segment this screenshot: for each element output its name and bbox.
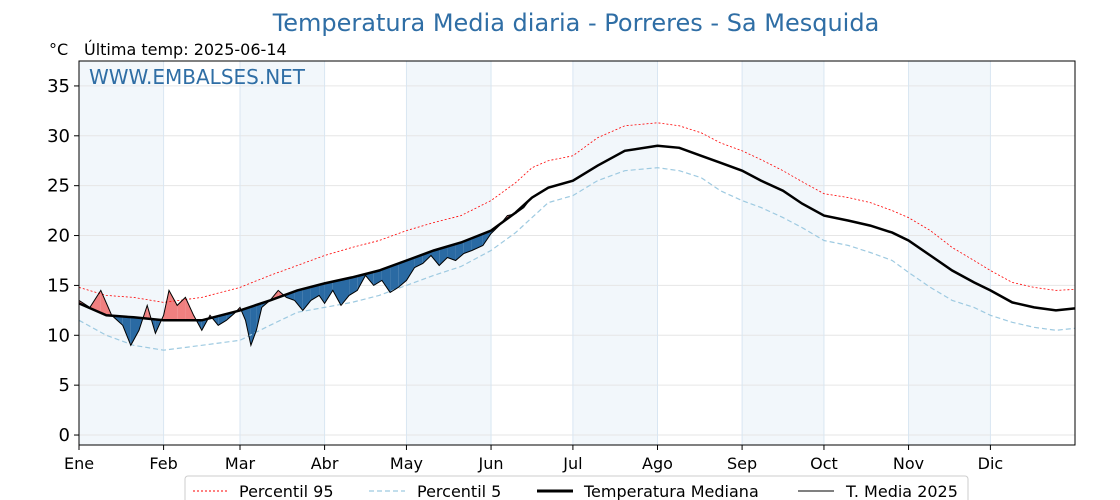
legend: Percentil 95 Percentil 5 Temperatura Med… bbox=[184, 475, 969, 500]
y-tick-label-15: 15 bbox=[47, 275, 70, 296]
p95-line bbox=[78, 122, 1076, 303]
series-lines bbox=[78, 122, 1076, 351]
anomaly-fill-28 bbox=[294, 289, 303, 311]
watermark-text: WWW.EMBALSES.NET bbox=[89, 65, 306, 89]
plot-frame bbox=[78, 60, 1076, 446]
x-tick-label-nov: Nov bbox=[893, 454, 924, 473]
legend-label-p95: Percentil 95 bbox=[239, 482, 334, 500]
anomaly-fill-37 bbox=[365, 271, 374, 286]
anomaly-fill-12 bbox=[177, 297, 186, 321]
month-band-mar bbox=[239, 61, 325, 445]
chart-title: Temperatura Media diaria - Porreres - Sa… bbox=[272, 9, 880, 37]
anomaly-fill-33 bbox=[332, 279, 341, 306]
anomaly-fill-40 bbox=[390, 263, 399, 293]
y-tick-label-5: 5 bbox=[59, 375, 70, 396]
anomaly-fill-39 bbox=[381, 266, 391, 293]
y-tick-label-35: 35 bbox=[47, 76, 70, 97]
y-axis-ticks: 0 5 10 15 20 25 30 35 bbox=[47, 76, 79, 446]
x-tick-label-feb: Feb bbox=[149, 454, 177, 473]
x-axis-ticks: Ene Feb Mar Abr May Jun Jul Ago Sep Oct Nov Dic bbox=[64, 445, 1003, 473]
y-unit-label: °C bbox=[49, 40, 68, 59]
x-tick-label-abr: Abr bbox=[311, 454, 339, 473]
x-tick-label-sep: Sep bbox=[727, 454, 757, 473]
last-temp-label: Última temp: 2025-06-14 bbox=[84, 40, 287, 59]
anomaly-fill-29 bbox=[302, 286, 311, 311]
anomaly-fill-48 bbox=[455, 241, 464, 261]
anomaly-fill-31 bbox=[319, 283, 325, 304]
legend-label-median: Temperatura Mediana bbox=[583, 482, 759, 500]
legend-box bbox=[184, 475, 969, 500]
anomaly-fill-41 bbox=[398, 260, 407, 288]
median-line bbox=[78, 144, 1076, 322]
anomaly-fill-42 bbox=[406, 257, 415, 281]
y-tick-label-20: 20 bbox=[47, 226, 70, 247]
legend-label-p5: Percentil 5 bbox=[417, 482, 501, 500]
month-band-nov bbox=[908, 61, 991, 445]
month-band-jul bbox=[572, 61, 658, 445]
x-tick-label-ago: Ago bbox=[642, 454, 673, 473]
anomaly-fill-47 bbox=[447, 244, 456, 261]
x-tick-label-ene: Ene bbox=[64, 454, 94, 473]
x-tick-label-dic: Dic bbox=[978, 454, 1004, 473]
y-tick-label-10: 10 bbox=[47, 325, 70, 346]
p5-line bbox=[78, 167, 1076, 351]
anomaly-fill-34 bbox=[341, 278, 350, 306]
anomaly-fill-11 bbox=[169, 290, 178, 321]
month-bands bbox=[79, 61, 991, 445]
anomaly-fill-13 bbox=[185, 297, 194, 321]
anomaly-fill-45 bbox=[431, 248, 440, 266]
x-tick-label-jun: Jun bbox=[478, 454, 504, 473]
anomaly-fill-49 bbox=[463, 238, 472, 254]
anomaly-fill-22 bbox=[250, 304, 257, 346]
t2025-line bbox=[78, 200, 530, 348]
legend-label-t2025: T. Media 2025 bbox=[845, 482, 958, 500]
x-tick-label-jul: Jul bbox=[562, 454, 582, 473]
month-band-ene bbox=[79, 61, 164, 445]
anomaly-fill-46 bbox=[439, 246, 448, 266]
x-tick-label-oct: Oct bbox=[810, 454, 838, 473]
anomaly-fill-32 bbox=[324, 281, 333, 304]
anomaly-fill-5 bbox=[122, 316, 131, 346]
y-tick-label-30: 30 bbox=[47, 126, 70, 147]
y-tick-label-25: 25 bbox=[47, 176, 70, 197]
x-tick-label-mar: Mar bbox=[225, 454, 256, 473]
month-band-sep bbox=[742, 61, 824, 445]
anomaly-fill-6 bbox=[130, 317, 139, 346]
y-tick-label-0: 0 bbox=[59, 425, 70, 446]
x-tick-label-may: May bbox=[390, 454, 423, 473]
anomaly-fill-2 bbox=[89, 290, 101, 313]
anomaly-fill-35 bbox=[349, 276, 358, 296]
